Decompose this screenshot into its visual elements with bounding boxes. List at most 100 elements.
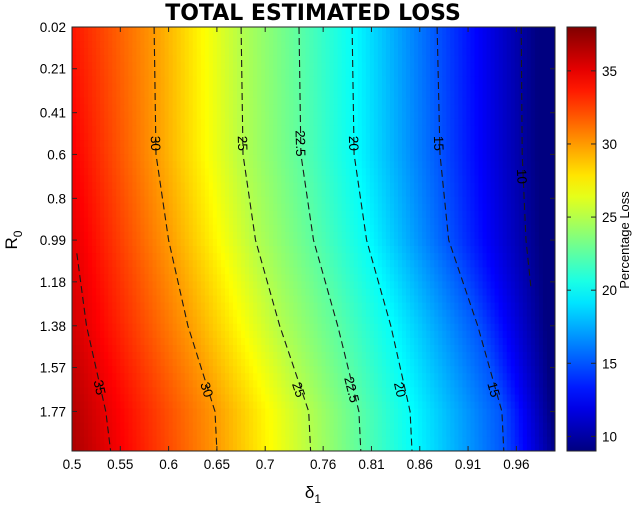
heatmap-cell xyxy=(140,288,146,297)
heatmap-cell xyxy=(245,34,250,42)
heatmap-cell xyxy=(160,231,166,240)
heatmap-cell xyxy=(486,260,492,268)
heatmap-cell xyxy=(426,175,431,184)
heatmap-cell xyxy=(325,316,331,325)
heatmap-cell xyxy=(297,302,303,311)
heatmap-cell xyxy=(546,175,552,184)
heatmap-cell xyxy=(498,196,504,205)
heatmap-cell xyxy=(357,76,363,85)
heatmap-cell xyxy=(301,27,307,35)
heatmap-cell xyxy=(120,231,125,240)
heatmap-cell xyxy=(277,161,282,169)
heatmap-cell xyxy=(349,97,355,106)
heatmap-cell xyxy=(426,34,431,42)
heatmap-cell xyxy=(192,246,198,254)
heatmap-cell xyxy=(80,309,85,318)
heatmap-cell xyxy=(265,267,270,275)
heatmap-cell xyxy=(454,41,460,49)
heatmap-cell xyxy=(233,48,238,56)
heatmap-cell xyxy=(88,231,93,240)
heatmap-cell xyxy=(430,41,435,49)
heatmap-cell xyxy=(76,274,81,282)
heatmap-cell xyxy=(152,133,158,141)
heatmap-cell xyxy=(176,316,182,325)
heatmap-cell xyxy=(253,55,258,63)
heatmap-cell xyxy=(188,118,194,127)
heatmap-cell xyxy=(309,34,315,42)
heatmap-cell xyxy=(269,27,274,35)
heatmap-cell xyxy=(550,295,555,304)
heatmap-cell xyxy=(522,168,528,176)
heatmap-cell xyxy=(104,154,109,162)
heatmap-cell xyxy=(385,189,391,198)
heatmap-cell xyxy=(478,125,484,134)
heatmap-cell xyxy=(233,224,238,233)
heatmap-cell xyxy=(96,231,101,240)
heatmap-cell xyxy=(249,309,254,318)
heatmap-cell xyxy=(156,189,162,198)
heatmap-cell xyxy=(474,34,480,42)
heatmap-cell xyxy=(76,196,81,205)
heatmap-cell xyxy=(534,175,540,184)
heatmap-cell xyxy=(273,253,278,261)
heatmap-cell xyxy=(212,154,218,162)
heatmap-cell xyxy=(538,27,544,35)
heatmap-cell xyxy=(92,27,97,35)
heatmap-cell xyxy=(329,48,335,56)
heatmap-cell xyxy=(293,302,299,311)
heatmap-cell xyxy=(442,203,447,212)
heatmap-cell xyxy=(373,41,379,49)
heatmap-cell xyxy=(289,118,294,127)
heatmap-cell xyxy=(514,288,520,297)
heatmap-cell xyxy=(506,210,512,219)
heatmap-cell xyxy=(100,118,105,127)
heatmap-cell xyxy=(329,203,335,212)
heatmap-cell xyxy=(261,168,266,176)
heatmap-cell xyxy=(317,133,323,141)
heatmap-cell xyxy=(542,231,548,240)
heatmap-cell xyxy=(281,295,286,304)
heatmap-cell xyxy=(204,309,210,318)
heatmap-cell xyxy=(389,281,395,290)
heatmap-cell xyxy=(156,203,162,212)
heatmap-cell xyxy=(478,189,484,198)
heatmap-cell xyxy=(112,189,117,198)
heatmap-cell xyxy=(104,118,109,127)
heatmap-cell xyxy=(104,140,109,148)
heatmap-cell xyxy=(317,203,323,212)
heatmap-cell xyxy=(228,90,234,99)
heatmap-cell xyxy=(289,309,294,318)
heatmap-cell xyxy=(550,260,555,268)
heatmap-cell xyxy=(542,175,548,184)
heatmap-cell xyxy=(253,175,258,184)
heatmap-cell xyxy=(144,97,150,106)
heatmap-cell xyxy=(168,175,174,184)
heatmap-cell xyxy=(361,217,367,226)
heatmap-cell xyxy=(269,274,274,282)
heatmap-cell xyxy=(365,302,371,311)
heatmap-cell xyxy=(466,267,472,275)
heatmap-cell xyxy=(490,224,496,233)
heatmap-cell xyxy=(538,260,544,268)
heatmap-cell xyxy=(273,210,278,219)
heatmap-cell xyxy=(120,239,125,247)
heatmap-cell xyxy=(104,246,109,254)
heatmap-cell xyxy=(510,125,516,134)
heatmap-cell xyxy=(510,97,516,106)
heatmap-cell xyxy=(253,210,258,219)
heatmap-cell xyxy=(281,90,286,99)
heatmap-cell xyxy=(466,161,472,169)
heatmap-cell xyxy=(277,302,282,311)
heatmap-cell xyxy=(289,253,294,261)
heatmap-cell xyxy=(446,161,451,169)
heatmap-cell xyxy=(438,83,443,92)
heatmap-cell xyxy=(450,111,455,120)
heatmap-cell xyxy=(108,140,113,148)
heatmap-cell xyxy=(349,281,355,290)
heatmap-cell xyxy=(389,182,395,191)
heatmap-cell xyxy=(168,168,174,176)
heatmap-cell xyxy=(494,281,500,290)
heatmap-cell xyxy=(144,125,150,134)
heatmap-cell xyxy=(116,27,121,35)
heatmap-cell xyxy=(426,133,431,141)
